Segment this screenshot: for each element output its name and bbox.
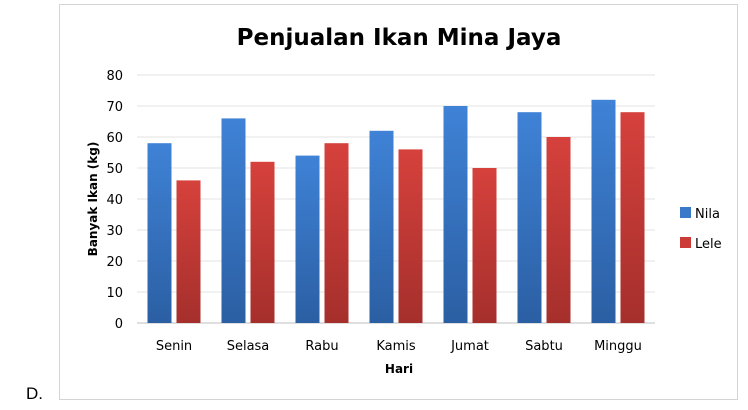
x-tick-label: Rabu [305, 339, 338, 354]
bar-nila-kamis [369, 130, 394, 323]
chart-title: Penjualan Ikan Mina Jaya [237, 25, 562, 51]
x-tick-label: Minggu [594, 339, 642, 354]
bar-lele-rabu [324, 143, 349, 323]
y-axis-title: Banyak Ikan (kg) [86, 142, 100, 257]
y-tick-label: 10 [106, 286, 123, 301]
legend-label-nila: Nila [695, 207, 720, 222]
bar-lele-senin [176, 180, 201, 323]
bar-nila-minggu [591, 99, 616, 323]
legend-swatch-lele [680, 237, 691, 248]
x-tick-label: Jumat [450, 339, 489, 354]
bar-nila-rabu [295, 155, 320, 323]
legend: Nila Lele [680, 207, 722, 252]
bar-lele-kamis [398, 149, 423, 323]
bar-lele-sabtu [546, 137, 571, 323]
bar-nila-jumat [443, 106, 468, 323]
x-axis-title: Hari [385, 362, 413, 376]
bar-nila-selasa [221, 118, 246, 324]
legend-swatch-nila [680, 207, 691, 218]
y-tick-label: 70 [106, 100, 123, 115]
x-tick-label: Senin [156, 339, 192, 354]
x-tick-label: Kamis [376, 339, 416, 354]
y-tick-label: 80 [106, 69, 123, 84]
y-tick-label: 30 [106, 224, 123, 239]
option-letter: D. [26, 384, 43, 403]
bar-nila-sabtu [517, 112, 542, 323]
y-tick-label: 40 [106, 193, 123, 208]
y-tick-label: 0 [115, 317, 123, 332]
bar-lele-jumat [472, 168, 497, 323]
y-tick-label: 60 [106, 131, 123, 146]
bar-nila-senin [147, 143, 172, 323]
x-tick-label: Sabtu [525, 339, 563, 354]
y-tick-label: 50 [106, 162, 123, 177]
x-tick-label: Selasa [227, 339, 270, 354]
y-tick-label: 20 [106, 255, 123, 270]
bar-lele-minggu [620, 112, 645, 323]
bar-lele-selasa [250, 161, 275, 323]
legend-label-lele: Lele [695, 237, 722, 252]
